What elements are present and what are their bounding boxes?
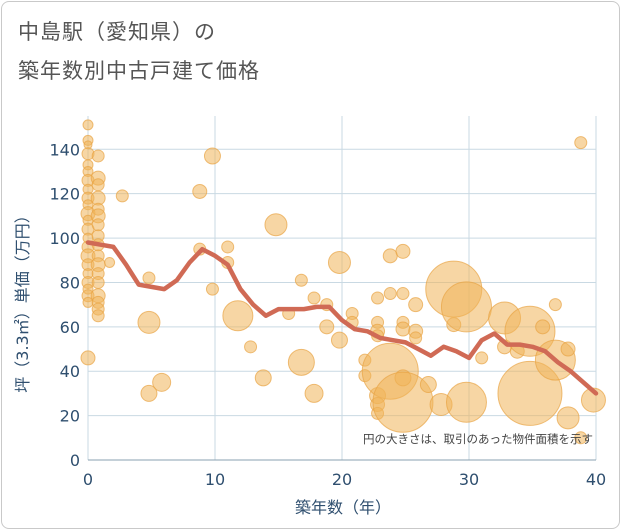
bubble-point (396, 287, 410, 301)
bubble-point (382, 248, 398, 264)
bubble-point (91, 149, 105, 163)
bubble-point (395, 321, 411, 337)
bubble-point (244, 340, 258, 354)
bubble-point (192, 183, 208, 199)
y-tick-label: 120 (49, 185, 80, 204)
y-tick-label: 0 (70, 451, 80, 470)
bubble-point (264, 213, 288, 237)
bubble-point (409, 331, 423, 345)
bubble-point (383, 287, 397, 301)
bubble-point (574, 136, 588, 150)
bubble-layer (80, 119, 606, 445)
bubble-point (152, 372, 172, 392)
x-tick-label: 0 (83, 470, 93, 489)
bubble-point (307, 291, 321, 305)
chart-title-line2: 築年数別中古戸建て価格 (18, 59, 260, 83)
bubble-point (91, 309, 105, 323)
bubble-point (80, 350, 96, 366)
size-annotation: 円の大きさは、取引のあった物件面積を示す (363, 432, 593, 446)
y-tick-label: 140 (49, 140, 80, 159)
x-axis-label: 築年数（年） (295, 498, 391, 517)
bubble-point (221, 240, 235, 254)
bubble-point (82, 119, 94, 131)
bubble-point (327, 250, 351, 274)
bubble-point (304, 383, 324, 403)
bubble-point (556, 406, 580, 430)
bubble-point (142, 271, 156, 285)
bubble-point (294, 273, 308, 287)
bubble-point (91, 178, 105, 192)
y-tick-label: 40 (60, 362, 80, 381)
bubble-point (371, 291, 385, 305)
bubble-point (203, 147, 221, 165)
bubble-point (104, 256, 116, 268)
bubble-point (205, 282, 219, 296)
bubble-point (395, 243, 411, 259)
bubble-point (115, 189, 129, 203)
x-tick-label: 30 (459, 470, 479, 489)
bubble-point (287, 348, 315, 376)
y-tick-label: 100 (49, 229, 80, 248)
bubble-point (140, 384, 158, 402)
trend-line (85, 240, 599, 396)
bubble-point (574, 431, 588, 445)
x-tick-label: 10 (205, 470, 225, 489)
bubble-point (440, 281, 492, 333)
axes: 0 20 40 60 80 100 120 140 0 10 20 30 40 (49, 140, 606, 489)
trend-line-layer (85, 240, 599, 396)
y-tick-label: 20 (60, 407, 80, 426)
bubble-point (419, 376, 437, 394)
bubble-point (330, 331, 348, 349)
bubble-point (319, 319, 335, 335)
bubble-point (408, 297, 424, 313)
bubble-point (445, 381, 487, 423)
bubble-point (91, 275, 105, 289)
bubble-point (91, 218, 105, 232)
y-tick-label: 80 (60, 273, 80, 292)
bubble-point (222, 300, 254, 332)
bubble-point (580, 387, 606, 413)
y-tick-label: 60 (60, 318, 80, 337)
bubble-point (548, 298, 562, 312)
chart-title-line1: 中島駅（愛知県）の (18, 20, 216, 44)
bubble-point (535, 319, 551, 335)
bubble-point (560, 341, 576, 357)
bubble-point (254, 369, 272, 387)
x-tick-label: 40 (586, 470, 606, 489)
x-tick-label: 20 (332, 470, 352, 489)
y-axis-label: 坪（3.3㎡）単価（万円） (13, 207, 32, 392)
bubble-point (475, 351, 489, 365)
bubble-point (137, 310, 161, 334)
